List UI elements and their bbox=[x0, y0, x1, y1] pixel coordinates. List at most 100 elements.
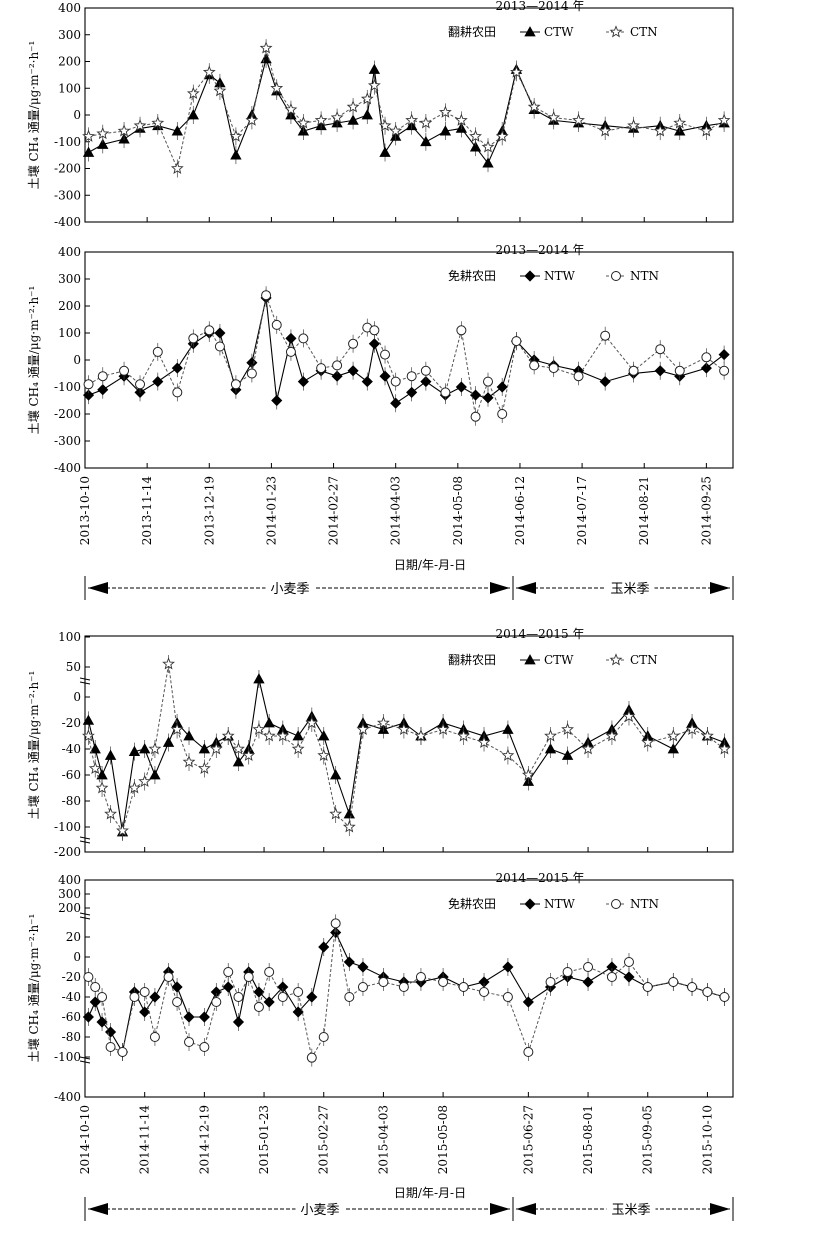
data-point-NTN bbox=[163, 972, 174, 982]
arrow-head bbox=[710, 1203, 730, 1215]
data-point-NTW bbox=[700, 362, 712, 374]
legend-marker-CTN bbox=[609, 25, 623, 38]
y-axis-title: 土壤 CH₄ 通量/μg·m⁻²·h⁻¹ bbox=[26, 671, 41, 820]
data-point-NTW bbox=[379, 370, 391, 382]
data-point-CTW bbox=[561, 749, 574, 760]
legend-marker-CTW bbox=[524, 26, 536, 37]
arrow-head bbox=[490, 582, 510, 594]
chart-panel-1: 400 300 200 100 0 -100 -200 -300 -400 2013—2014 年… bbox=[54, 0, 734, 229]
data-point-NTW bbox=[183, 1011, 195, 1023]
y-tick-label: 100 bbox=[58, 326, 81, 340]
y-axis-title: 土壤 CH₄ 通量/μg·m⁻²·h⁻¹ bbox=[26, 914, 41, 1063]
data-point-NTN bbox=[230, 379, 241, 390]
data-point-NTN bbox=[378, 977, 389, 987]
data-point-NTN bbox=[105, 1042, 116, 1052]
series-line-CTW bbox=[88, 56, 725, 165]
data-point-CTN bbox=[510, 65, 523, 78]
legend-label-CTW: CTW bbox=[544, 25, 574, 39]
y-tick-label: -60 bbox=[62, 768, 81, 782]
data-point-CTW bbox=[149, 769, 161, 780]
y-tick-label: -60 bbox=[62, 1010, 81, 1024]
data-point-NTN bbox=[456, 325, 467, 336]
data-point-CTN bbox=[329, 807, 343, 820]
y-tick-label: 300 bbox=[58, 887, 81, 901]
data-point-NTN bbox=[97, 371, 108, 382]
x-tick-label: 2014-09-25 bbox=[699, 476, 713, 545]
data-point-CTN bbox=[414, 729, 428, 742]
y-tick-label: -100 bbox=[54, 1050, 81, 1064]
data-point-CTN bbox=[252, 722, 266, 735]
data-point-NTN bbox=[357, 982, 368, 992]
data-point-CTW bbox=[82, 714, 95, 725]
data-point-NTW bbox=[455, 381, 467, 393]
y-tick-label: 100 bbox=[58, 81, 81, 95]
series-line-NTN bbox=[88, 293, 725, 417]
data-point-NTN bbox=[172, 387, 183, 398]
label-background bbox=[605, 581, 655, 598]
data-point-NTW bbox=[139, 1006, 151, 1018]
data-point-CTN bbox=[457, 729, 470, 742]
chart-title: 2014—2015 年 bbox=[496, 627, 585, 641]
data-point-CTN bbox=[314, 113, 328, 126]
data-point-CTW bbox=[482, 157, 494, 168]
axis-break-mark bbox=[79, 681, 91, 685]
data-point-CTN bbox=[82, 129, 95, 142]
data-point-NTW bbox=[96, 1016, 108, 1028]
legend-title: 翻耕农田 bbox=[448, 24, 496, 39]
legend-marker-NTW bbox=[524, 898, 536, 910]
data-point-CTN bbox=[259, 41, 273, 54]
data-point-NTW bbox=[623, 971, 635, 983]
data-point-CTN bbox=[673, 116, 687, 129]
y-tick-label: -100 bbox=[54, 380, 81, 394]
data-point-NTW bbox=[482, 392, 494, 404]
plot-frame bbox=[84, 635, 734, 853]
y-tick-label: -100 bbox=[54, 820, 81, 834]
data-point-CTN bbox=[284, 102, 298, 116]
data-point-CTN bbox=[317, 748, 331, 761]
data-point-NTN bbox=[264, 967, 275, 977]
data-point-NTN bbox=[628, 365, 639, 376]
data-point-NTN bbox=[298, 333, 309, 344]
data-point-NTW bbox=[331, 370, 343, 382]
data-point-CTN bbox=[454, 113, 468, 126]
chart-title: 2013—2014 年 bbox=[496, 243, 585, 257]
series-line-CTN bbox=[87, 663, 725, 832]
data-point-CTN bbox=[128, 781, 141, 794]
data-point-NTW bbox=[263, 996, 275, 1008]
data-point-CTW bbox=[104, 749, 117, 760]
data-point-CTN bbox=[270, 81, 284, 94]
data-point-NTW bbox=[198, 1011, 210, 1023]
data-point-NTN bbox=[623, 957, 634, 967]
x-axis-title: 日期/年-月-日 bbox=[394, 558, 466, 572]
data-point-NTN bbox=[223, 967, 234, 977]
data-point-CTN bbox=[95, 781, 109, 794]
arrow-head bbox=[490, 1203, 510, 1215]
data-point-NTW bbox=[82, 1011, 94, 1023]
data-point-NTN bbox=[293, 987, 304, 997]
y-tick-label: -400 bbox=[54, 461, 81, 475]
data-point-CTW bbox=[667, 743, 679, 754]
data-point-CTW bbox=[89, 743, 101, 754]
data-point-CTN bbox=[405, 113, 419, 126]
data-point-NTN bbox=[701, 352, 712, 363]
axis-break-mark bbox=[79, 916, 91, 920]
data-point-NTN bbox=[674, 365, 685, 376]
data-point-NTN bbox=[562, 967, 573, 977]
y-tick-label: -40 bbox=[62, 742, 81, 756]
data-point-NTN bbox=[117, 1047, 128, 1057]
data-point-CTW bbox=[263, 717, 275, 728]
data-point-CTW bbox=[230, 149, 242, 160]
data-point-NTN bbox=[277, 992, 288, 1002]
y-tick-label: -20 bbox=[62, 970, 81, 984]
data-point-CTW bbox=[128, 745, 141, 756]
data-point-NTN bbox=[306, 1052, 317, 1063]
data-point-CTN bbox=[162, 657, 175, 670]
data-point-NTN bbox=[458, 982, 469, 992]
data-point-NTW bbox=[271, 394, 283, 407]
data-point-NTN bbox=[214, 341, 225, 352]
data-point-NTN bbox=[470, 411, 481, 422]
y-tick-label: -80 bbox=[62, 1030, 81, 1044]
data-point-NTN bbox=[285, 346, 296, 357]
data-point-NTW bbox=[222, 981, 234, 993]
